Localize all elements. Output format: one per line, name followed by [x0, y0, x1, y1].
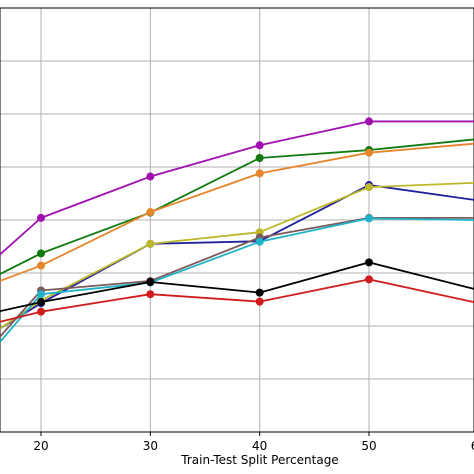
- data-point: [365, 117, 373, 126]
- x-tick-label: 20: [33, 439, 48, 453]
- series-line: [0, 278, 474, 323]
- x-tick-label: 50: [361, 439, 376, 453]
- series-line: [0, 138, 474, 275]
- grid: [0, 8, 474, 432]
- series-9: [0, 275, 474, 323]
- series-line: [0, 217, 474, 343]
- data-point: [146, 278, 155, 287]
- data-point: [146, 290, 155, 299]
- x-tick-label: 30: [143, 439, 158, 453]
- data-point: [37, 307, 45, 316]
- data-point: [37, 261, 45, 270]
- x-tick-label: 60: [471, 439, 474, 453]
- data-point: [255, 169, 264, 178]
- data-point: [255, 153, 264, 162]
- data-point: [37, 290, 45, 299]
- series-group: [0, 117, 474, 343]
- data-point: [146, 172, 155, 181]
- data-point: [255, 288, 264, 297]
- data-point: [146, 208, 155, 217]
- series-6: [0, 213, 474, 338]
- data-point: [365, 183, 373, 192]
- series-1: [0, 117, 474, 256]
- series-line: [0, 182, 474, 330]
- data-point: [365, 275, 373, 284]
- data-point: [255, 141, 264, 150]
- data-point: [146, 239, 155, 248]
- series-line: [0, 216, 474, 338]
- x-axis-label: Train-Test Split Percentage: [180, 453, 338, 467]
- series-8: [0, 258, 474, 313]
- data-point: [255, 297, 264, 306]
- x-tick-label: 40: [252, 439, 267, 453]
- series-7: [0, 214, 474, 343]
- data-point: [37, 298, 45, 307]
- series-line: [0, 261, 474, 313]
- data-point: [365, 214, 373, 223]
- data-point: [37, 249, 45, 258]
- series-5: [0, 182, 474, 330]
- series-line: [0, 120, 474, 256]
- data-point: [365, 258, 373, 267]
- series-3: [0, 142, 474, 282]
- data-point: [37, 213, 45, 222]
- series-line: [0, 142, 474, 282]
- data-point: [365, 148, 373, 157]
- series-line: [0, 184, 474, 330]
- plot-frame: [0, 7, 474, 433]
- data-point: [255, 237, 264, 246]
- x-ticks: 20 30 40 50 60: [33, 432, 474, 453]
